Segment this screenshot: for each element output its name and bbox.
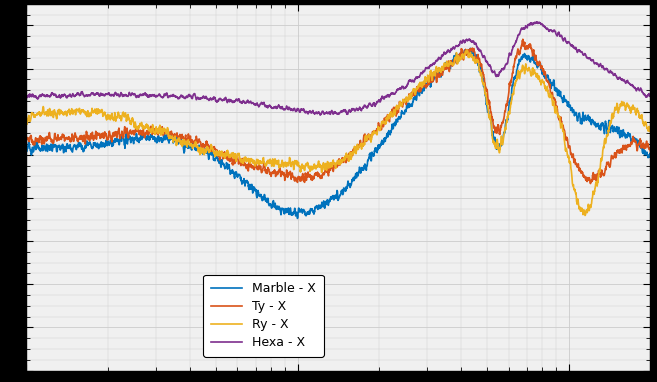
Marble - X <box>466 46 474 51</box>
Ty - X <box>646 149 654 154</box>
Marble - X <box>93 141 101 146</box>
Hexa - X <box>317 113 325 117</box>
Marble - X <box>22 148 30 152</box>
Line: Ry - X: Ry - X <box>26 50 650 215</box>
Ry - X <box>131 125 139 130</box>
Hexa - X <box>646 94 654 99</box>
Hexa - X <box>533 20 541 24</box>
Hexa - X <box>635 87 643 91</box>
Marble - X <box>288 213 296 217</box>
Ry - X <box>93 111 101 115</box>
Marble - X <box>294 216 302 221</box>
Ty - X <box>567 151 575 156</box>
Ry - X <box>261 162 269 167</box>
Marble - X <box>646 153 654 158</box>
Line: Ty - X: Ty - X <box>26 39 650 184</box>
Ty - X <box>131 132 139 136</box>
Ry - X <box>567 167 575 172</box>
Ry - X <box>646 129 654 133</box>
Ry - X <box>635 110 643 115</box>
Line: Marble - X: Marble - X <box>26 49 650 219</box>
Hexa - X <box>568 42 576 47</box>
Marble - X <box>261 199 269 204</box>
Ty - X <box>93 131 101 135</box>
Ty - X <box>587 181 595 186</box>
Ty - X <box>635 141 643 146</box>
Hexa - X <box>288 107 296 112</box>
Ry - X <box>581 213 589 218</box>
Ty - X <box>519 37 527 42</box>
Ry - X <box>463 48 471 52</box>
Hexa - X <box>93 91 101 95</box>
Legend: Marble - X, Ty - X, Ry - X, Hexa - X: Marble - X, Ty - X, Ry - X, Hexa - X <box>204 275 323 357</box>
Ty - X <box>288 174 296 178</box>
Hexa - X <box>131 92 139 96</box>
Marble - X <box>635 140 643 145</box>
Hexa - X <box>22 95 30 100</box>
Ty - X <box>261 170 269 175</box>
Marble - X <box>131 136 139 141</box>
Ry - X <box>288 159 296 164</box>
Ty - X <box>22 137 30 142</box>
Ry - X <box>22 115 30 119</box>
Marble - X <box>568 108 576 112</box>
Hexa - X <box>261 104 269 108</box>
Line: Hexa - X: Hexa - X <box>26 22 650 115</box>
